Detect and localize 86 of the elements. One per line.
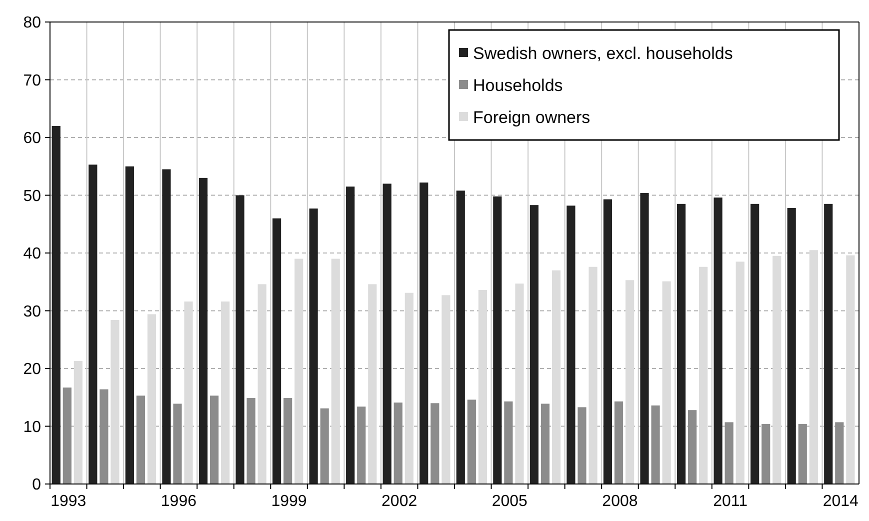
bar [787,208,796,484]
bar [456,190,465,484]
bar [162,169,171,484]
bar [493,196,502,484]
bar [62,388,72,484]
bar [467,400,476,484]
bar [625,280,634,484]
bar [662,281,671,484]
bar [309,208,318,484]
bar [714,198,722,484]
legend-label: Foreign owners [473,108,590,127]
bar [382,184,392,484]
bar [552,270,561,484]
x-tick-label: 1993 [50,493,86,510]
bar [320,408,329,484]
bar [566,206,576,484]
bar [614,401,624,484]
bar [210,396,219,484]
bar [136,396,146,484]
x-tick-label: 2002 [382,493,418,510]
bar [331,258,340,484]
bar [809,250,818,484]
bar [699,266,708,484]
bar [357,406,366,484]
bar [578,407,586,484]
y-tick-label: 0 [32,476,42,494]
bar [346,186,355,484]
bar [430,403,440,484]
y-tick-label: 30 [23,303,42,320]
y-tick-label: 80 [23,14,42,32]
legend-label: Households [473,76,563,95]
bar [478,290,488,484]
x-tick-label: 1996 [160,493,197,510]
bar [246,398,256,484]
bar [772,256,782,484]
bar [540,404,550,484]
legend-label: Swedish owners, excl. households [473,44,733,63]
bar [530,205,538,484]
bar [798,424,807,484]
bar [651,405,660,484]
bar [74,360,83,484]
bar [236,195,244,484]
bar [258,284,266,484]
bar [846,255,855,484]
bar [420,182,428,484]
bar [603,199,612,484]
bar [835,422,844,484]
y-tick-label: 50 [23,188,42,205]
bar [394,402,402,484]
bar [404,292,414,484]
bar [52,126,60,484]
bar [294,258,304,484]
x-tick-label: 2014 [822,493,859,510]
bar [736,262,744,484]
bar [762,424,770,484]
bar [676,204,686,484]
x-tick-label: 2005 [492,493,528,510]
bar [504,401,513,484]
bar [750,204,760,484]
bar [588,266,598,484]
bar [442,295,450,484]
bar [147,314,156,484]
bar [368,284,377,484]
bar [88,164,98,484]
y-tick-label: 60 [23,130,42,148]
bar [724,422,734,484]
x-tick-label: 1999 [271,493,307,510]
y-tick-label: 10 [23,418,42,436]
bar [688,410,697,484]
y-tick-label: 40 [23,246,42,263]
y-tick-label: 70 [23,72,42,90]
bar [220,302,230,484]
bar [640,192,649,484]
bar [198,178,208,484]
bar [515,284,524,484]
bar [100,389,108,484]
x-tick-label: 2008 [602,493,638,510]
x-tick-label: 2011 [713,493,748,510]
bar [824,204,833,484]
bar [284,398,292,484]
bar [272,218,282,484]
bar [184,302,193,484]
bar [173,404,182,484]
y-tick-label: 20 [23,361,42,378]
bar [125,166,134,484]
bar [110,320,120,484]
